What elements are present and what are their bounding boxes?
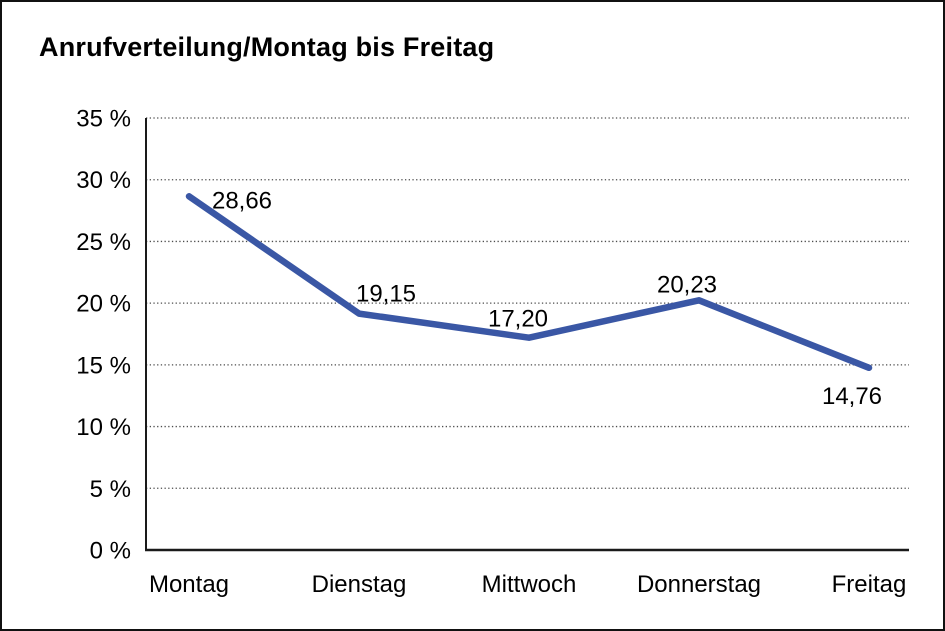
y-tick-label: 30 % xyxy=(76,167,131,194)
y-tick-label: 0 % xyxy=(90,538,131,565)
data-point-label: 14,76 xyxy=(822,383,882,410)
y-tick-label: 20 % xyxy=(76,291,131,318)
chart-title: Anrufverteilung/Montag bis Freitag xyxy=(39,32,495,62)
x-category-label: Freitag xyxy=(832,571,907,598)
x-category-label: Mittwoch xyxy=(482,571,577,598)
y-tick-label: 25 % xyxy=(76,229,131,256)
data-point-label: 20,23 xyxy=(657,271,717,298)
y-tick-label: 10 % xyxy=(76,414,131,441)
data-series-line xyxy=(185,193,873,372)
y-tick-label: 15 % xyxy=(76,352,131,379)
x-category-label: Dienstag xyxy=(312,571,407,598)
y-tick-label: 35 % xyxy=(76,106,131,133)
x-category-label: Donnerstag xyxy=(637,571,761,598)
x-axis-category-labels: Montag Dienstag Mittwoch Donnerstag Freitag xyxy=(149,571,906,598)
data-point-labels: 28,66 19,15 17,20 20,23 14,76 xyxy=(212,187,882,410)
y-tick-label: 5 % xyxy=(90,476,131,503)
gridlines xyxy=(146,117,909,489)
data-point-label: 19,15 xyxy=(356,281,416,308)
y-axis-tick-labels: 0 % 5 % 10 % 15 % 20 % 25 % 30 % 35 % xyxy=(76,106,131,565)
data-point-label: 17,20 xyxy=(488,306,548,333)
x-category-label: Montag xyxy=(149,571,229,598)
data-point-label: 28,66 xyxy=(212,187,272,214)
